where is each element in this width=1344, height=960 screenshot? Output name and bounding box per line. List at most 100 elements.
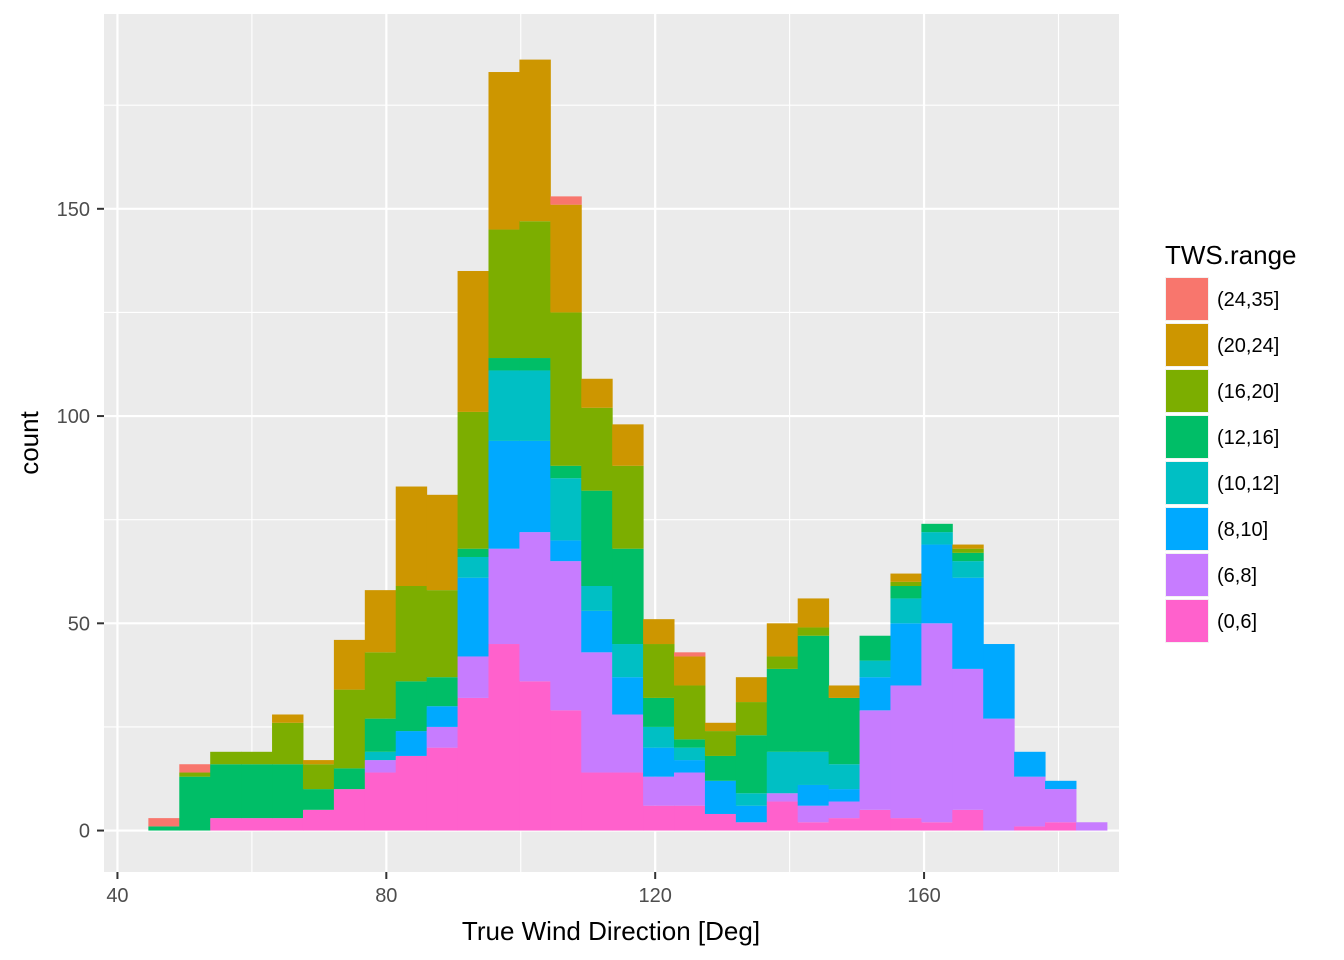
bar-segment — [797, 635, 830, 752]
bar-segment — [643, 726, 675, 748]
bar-segment — [333, 639, 366, 690]
bar-segment — [581, 610, 613, 653]
bar-segment — [890, 623, 922, 686]
bar-segment — [519, 221, 551, 359]
legend-label: (16,20] — [1217, 381, 1279, 403]
bar-segment — [890, 685, 922, 819]
stacked-bars — [148, 59, 1108, 831]
bar-segment — [333, 789, 366, 831]
bar-segment — [643, 697, 675, 727]
bar-segment — [426, 677, 459, 707]
bar-segment — [890, 818, 922, 831]
bar-segment — [735, 702, 768, 736]
bar-segment — [457, 697, 489, 831]
legend-swatch — [1166, 278, 1208, 320]
bar-segment — [426, 747, 459, 831]
bar-segment — [674, 772, 706, 806]
x-tick-label: 40 — [106, 885, 128, 907]
bar-segment — [704, 755, 737, 781]
legend-swatch — [1166, 416, 1208, 458]
bar-segment — [148, 826, 180, 831]
bar-segment — [395, 731, 428, 756]
bar-segment — [488, 358, 520, 371]
bar-segment — [766, 793, 799, 802]
bar-segment — [1045, 780, 1077, 790]
legend-label: (12,16] — [1217, 427, 1279, 449]
bar-segment — [766, 656, 799, 669]
bar-segment — [1014, 826, 1046, 831]
bar-segment — [550, 561, 582, 711]
bar-segment — [828, 697, 861, 765]
bar-segment — [735, 805, 768, 823]
bar-segment — [797, 627, 830, 636]
bar-segment — [519, 358, 551, 371]
bar-segment — [210, 751, 242, 765]
bar-segment — [643, 619, 675, 645]
bar-segment — [364, 590, 397, 653]
bar-segment — [952, 548, 984, 553]
bar-segment — [797, 784, 830, 806]
bar-segment — [612, 772, 644, 831]
bar-segment — [735, 793, 768, 806]
bar-segment — [364, 718, 397, 752]
y-axis-title: count — [14, 410, 44, 474]
legend-swatch — [1166, 370, 1208, 412]
bar-segment — [612, 465, 644, 549]
bar-segment — [333, 768, 366, 790]
legend-label: (0,6] — [1217, 611, 1257, 633]
bar-segment — [952, 668, 984, 810]
bar-segment — [364, 751, 397, 761]
x-tick-label: 80 — [375, 885, 397, 907]
bar-segment — [241, 818, 273, 831]
bar-segment — [735, 822, 768, 831]
bar-segment — [1045, 822, 1077, 831]
bar-segment — [797, 805, 830, 823]
bar-segment — [488, 548, 520, 645]
bar-segment — [581, 490, 613, 586]
bar-segment — [457, 411, 489, 549]
bar-segment — [550, 312, 582, 466]
bar-segment — [364, 652, 397, 719]
bar-segment — [828, 818, 861, 831]
bar-segment — [952, 809, 984, 831]
bar-segment — [828, 789, 861, 802]
bar-segment — [488, 440, 520, 549]
bar-segment — [704, 722, 737, 732]
bar-segment — [797, 751, 830, 785]
bar-segment — [612, 714, 644, 773]
bar-segment — [148, 818, 180, 827]
legend: TWS.range (24,35] (20,24] (16,20] (12,16] (1… — [1165, 240, 1297, 643]
y-tick-label: 150 — [57, 199, 90, 221]
bar-segment — [890, 581, 922, 586]
bar-segment — [921, 623, 953, 823]
bar-segment — [488, 644, 520, 831]
bar-segment — [983, 718, 1015, 831]
bar-segment — [488, 229, 520, 359]
bar-segment — [457, 548, 489, 557]
bar-segment — [952, 544, 984, 549]
y-tick-label: 100 — [57, 406, 90, 428]
bar-segment — [952, 577, 984, 669]
x-axis-title: True Wind Direction [Deg] — [462, 916, 760, 946]
bar-segment — [890, 598, 922, 624]
bar-segment — [302, 764, 335, 790]
bar-segment — [179, 764, 211, 773]
bar-segment — [643, 805, 675, 831]
bar-segment — [797, 598, 830, 628]
bar-segment — [333, 689, 366, 769]
bar-segment — [426, 726, 459, 748]
bar-segment — [859, 677, 891, 711]
bar-segment — [890, 586, 922, 599]
bar-segment — [674, 760, 706, 773]
bar-segment — [859, 660, 891, 678]
bar-segment — [859, 809, 891, 831]
bar-segment — [581, 378, 613, 408]
bar-segment — [395, 486, 428, 586]
bar-segment — [643, 644, 675, 698]
bar-segment — [859, 635, 891, 661]
bar-segment — [952, 552, 984, 562]
bar-segment — [519, 440, 551, 533]
bar-segment — [550, 196, 582, 205]
bar-segment — [457, 656, 489, 698]
